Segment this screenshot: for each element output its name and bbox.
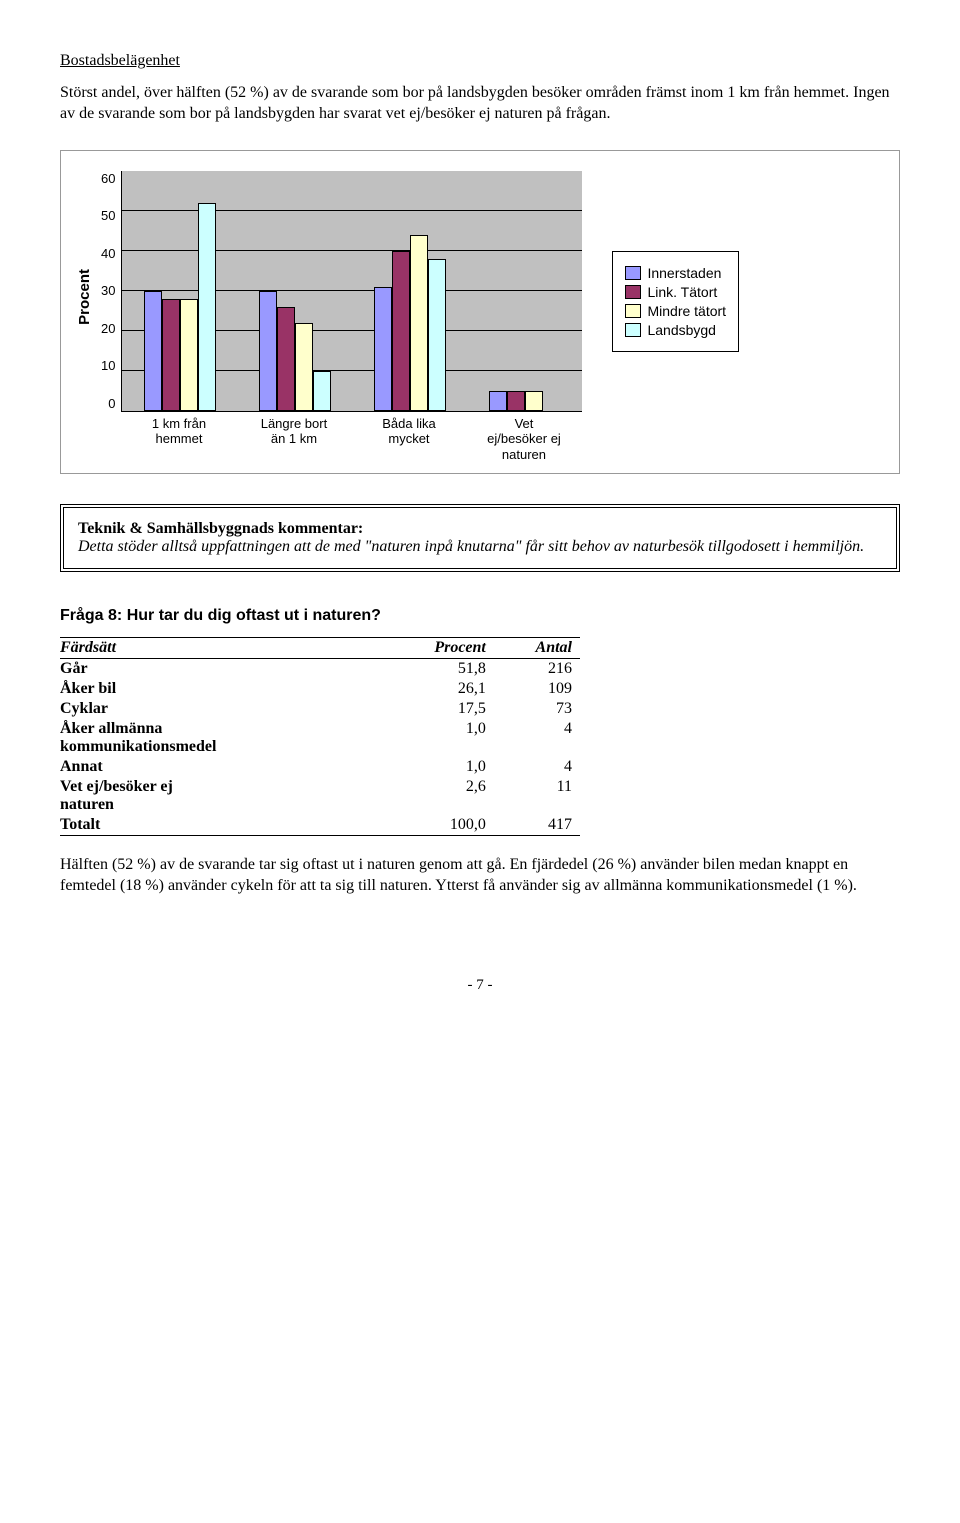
y-tick: 60	[101, 171, 115, 186]
bar	[525, 391, 543, 411]
table-row: Går51,8216	[60, 658, 580, 679]
table-header-row: Färdsätt Procent Antal	[60, 637, 580, 658]
legend-swatch	[625, 323, 641, 337]
table-row: Totalt100,0417	[60, 815, 580, 836]
bar-group	[374, 235, 446, 411]
table-cell: 4	[494, 757, 580, 777]
section-heading: Bostadsbelägenhet	[60, 50, 900, 72]
table-cell: 17,5	[379, 699, 494, 719]
table-cell: Åker allmännakommunikationsmedel	[60, 719, 379, 757]
bar	[277, 307, 295, 411]
legend-label: Innerstaden	[647, 265, 721, 281]
x-label: Längre bortän 1 km	[236, 416, 351, 463]
table-row: Åker bil26,1109	[60, 679, 580, 699]
analysis-paragraph: Hälften (52 %) av de svarande tar sig of…	[60, 854, 900, 897]
chart-legend: Innerstaden Link. Tätort Mindre tätort Land…	[612, 251, 739, 352]
x-label: 1 km frånhemmet	[121, 416, 236, 463]
bar-group	[144, 203, 216, 411]
comment-body: Detta stöder alltså uppfattningen att de…	[78, 538, 864, 555]
bar	[410, 235, 428, 411]
table-cell: 216	[494, 658, 580, 679]
bar	[162, 299, 180, 411]
y-tick: 30	[101, 283, 115, 298]
bar-group	[489, 391, 561, 411]
table-row: Vet ej/besöker ejnaturen2,611	[60, 777, 580, 815]
bar	[144, 291, 162, 411]
table-row: Annat1,04	[60, 757, 580, 777]
table-cell: Annat	[60, 757, 379, 777]
legend-label: Mindre tätort	[647, 303, 726, 319]
bar	[489, 391, 507, 411]
intro-text-1: Störst andel, över hälften (52 %) av de …	[60, 82, 900, 125]
legend-label: Link. Tätort	[647, 284, 717, 300]
table-row: Cyklar17,573	[60, 699, 580, 719]
table-header: Procent	[379, 637, 494, 658]
y-tick: 40	[101, 246, 115, 261]
data-table: Färdsätt Procent Antal Går51,8216Åker bi…	[60, 637, 580, 836]
x-label: Vetej/besöker ejnaturen	[466, 416, 581, 463]
table-cell: 109	[494, 679, 580, 699]
legend-item: Link. Tätort	[625, 284, 726, 300]
table-cell: 1,0	[379, 719, 494, 757]
y-tick: 10	[101, 358, 115, 373]
table-cell: 417	[494, 815, 580, 836]
table-cell: 4	[494, 719, 580, 757]
table-row: Åker allmännakommunikationsmedel1,04	[60, 719, 580, 757]
comment-title: Teknik & Samhällsbyggnads kommentar:	[78, 520, 363, 537]
bar-group	[259, 291, 331, 411]
y-tick: 50	[101, 208, 115, 223]
bar	[374, 287, 392, 411]
y-tick: 20	[101, 321, 115, 336]
legend-swatch	[625, 285, 641, 299]
bar	[180, 299, 198, 411]
bar	[507, 391, 525, 411]
table-cell: Åker bil	[60, 679, 379, 699]
table-cell: 73	[494, 699, 580, 719]
table-cell: 51,8	[379, 658, 494, 679]
bar	[259, 291, 277, 411]
legend-swatch	[625, 266, 641, 280]
legend-item: Innerstaden	[625, 265, 726, 281]
chart-plot-area	[121, 171, 582, 412]
comment-box: Teknik & Samhällsbyggnads kommentar: Det…	[60, 504, 900, 572]
table-cell: Vet ej/besöker ejnaturen	[60, 777, 379, 815]
table-cell: 100,0	[379, 815, 494, 836]
table-header: Antal	[494, 637, 580, 658]
legend-label: Landsbygd	[647, 322, 716, 338]
legend-item: Landsbygd	[625, 322, 726, 338]
table-cell: Totalt	[60, 815, 379, 836]
x-label: Båda likamycket	[351, 416, 466, 463]
legend-item: Mindre tätort	[625, 303, 726, 319]
bar	[428, 259, 446, 411]
table-cell: 11	[494, 777, 580, 815]
y-axis-ticks: 60 50 40 30 20 10 0	[101, 171, 115, 411]
table-cell: Går	[60, 658, 379, 679]
y-axis-label: Procent	[76, 269, 93, 325]
table-cell: 26,1	[379, 679, 494, 699]
question-heading: Fråga 8: Hur tar du dig oftast ut i natu…	[60, 607, 900, 625]
table-header: Färdsätt	[60, 637, 379, 658]
bar	[198, 203, 216, 411]
page-number: - 7 -	[60, 977, 900, 994]
bar	[295, 323, 313, 411]
x-axis-labels: 1 km frånhemmetLängre bortän 1 kmBåda li…	[121, 416, 581, 463]
legend-swatch	[625, 304, 641, 318]
table-cell: Cyklar	[60, 699, 379, 719]
table-cell: 1,0	[379, 757, 494, 777]
y-tick: 0	[101, 396, 115, 411]
table-cell: 2,6	[379, 777, 494, 815]
chart-container: Procent 60 50 40 30 20 10 0 1 km frånhemmetLän…	[60, 150, 900, 474]
bar	[313, 371, 331, 411]
bar	[392, 251, 410, 411]
